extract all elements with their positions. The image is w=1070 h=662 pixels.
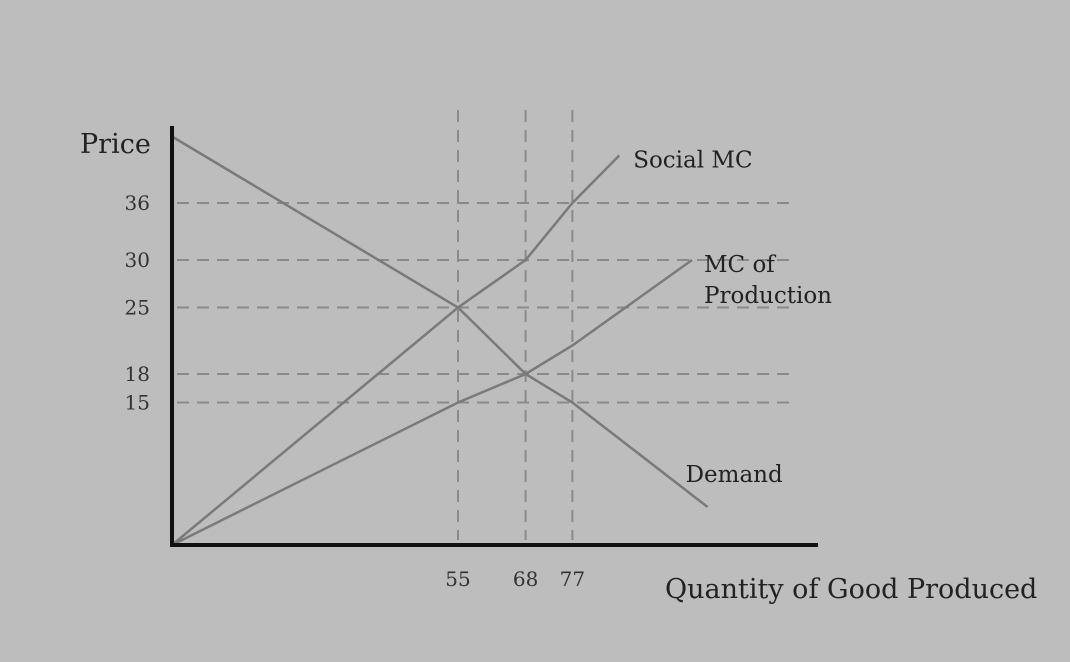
series-label-line: Production xyxy=(704,283,832,309)
y-tick-label-18: 18 xyxy=(125,362,150,386)
series-line-mc-of-production xyxy=(171,258,693,547)
series-line-demand xyxy=(171,135,709,508)
x-tick-label-77: 77 xyxy=(560,567,585,591)
y-tick-label-15: 15 xyxy=(125,391,150,415)
series-label-demand: Demand xyxy=(686,462,783,488)
series-label-line: MC of xyxy=(704,252,776,278)
x-tick-label-55: 55 xyxy=(445,567,470,591)
series-label-social-mc: Social MC xyxy=(633,148,752,174)
tick-labels: 15 18 25 30 36 55 68 77 xyxy=(125,191,586,591)
reference-grid xyxy=(177,110,795,540)
series-labels: Social MC MC of Production Demand xyxy=(633,148,832,489)
x-tick-label-68: 68 xyxy=(513,567,538,591)
y-tick-label-25: 25 xyxy=(125,296,150,320)
y-tick-label-30: 30 xyxy=(125,248,150,272)
y-axis-label: Price xyxy=(80,129,151,160)
series-lines xyxy=(171,135,709,547)
y-tick-label-36: 36 xyxy=(125,191,150,215)
series-line-social-mc xyxy=(171,154,621,546)
series-label-line: Demand xyxy=(686,462,783,488)
x-axis-label: Quantity of Good Produced xyxy=(665,574,1037,605)
series-label-line: Social MC xyxy=(633,148,752,174)
series-label-mc-of-production: MC of Production xyxy=(704,252,832,309)
